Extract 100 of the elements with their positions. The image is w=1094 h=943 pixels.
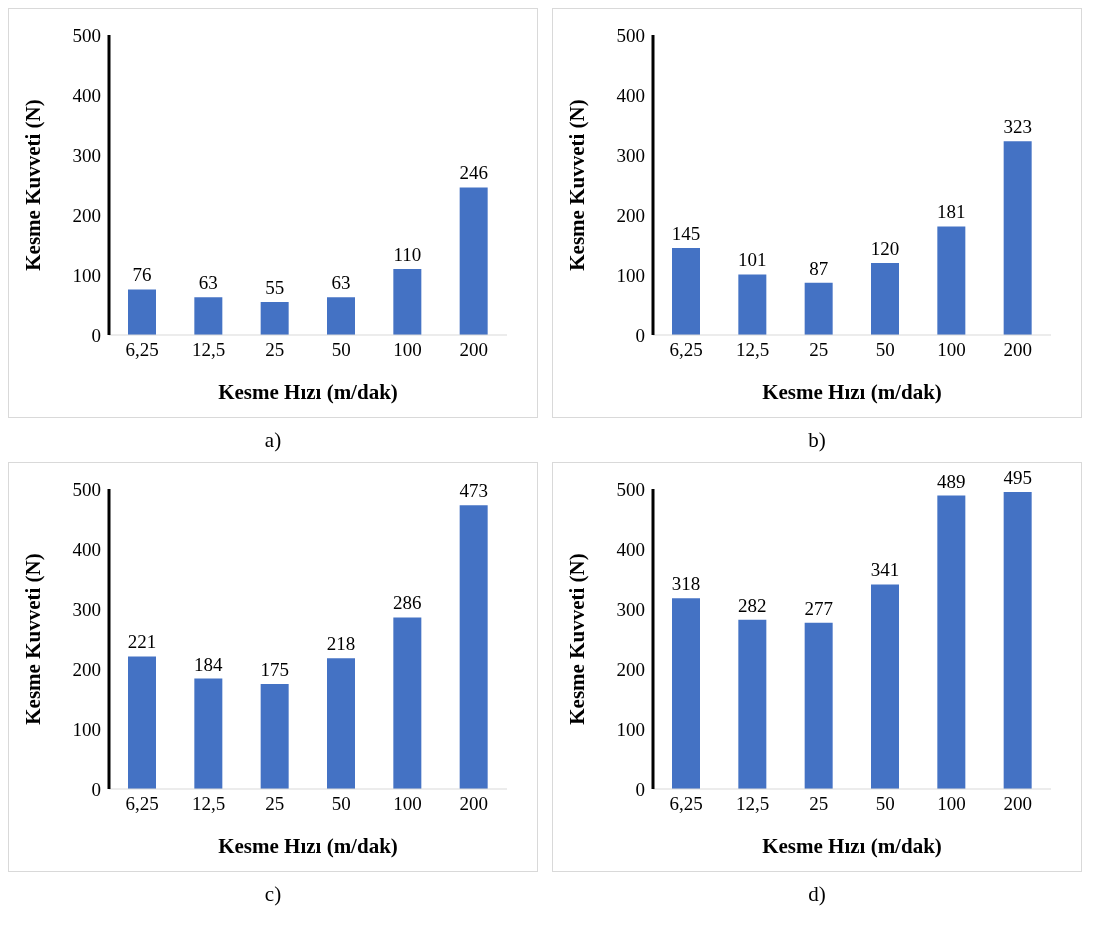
y-tick-label: 0 — [635, 778, 645, 800]
bar — [327, 658, 355, 789]
bar — [260, 684, 289, 789]
y-tick-label: 500 — [616, 478, 645, 500]
data-label: 55 — [265, 277, 285, 298]
data-label: 63 — [198, 272, 218, 294]
x-tick-label: 100 — [393, 793, 422, 815]
y-axis-title: Kesme Kuvveti (N) — [565, 553, 590, 725]
x-tick-label: 25 — [809, 793, 829, 815]
y-tick-label: 400 — [72, 538, 101, 560]
data-label: 318 — [671, 573, 701, 595]
data-label: 145 — [671, 223, 701, 244]
y-tick-label: 300 — [72, 144, 101, 166]
data-label: 184 — [194, 653, 224, 675]
y-axis-title: Kesme Kuvveti (N) — [21, 553, 46, 725]
data-label: 282 — [738, 594, 767, 616]
bar — [672, 248, 700, 335]
bar — [128, 656, 156, 789]
data-label: 473 — [459, 480, 488, 502]
y-tick-label: 100 — [616, 264, 645, 286]
x-tick-label: 25 — [265, 793, 285, 815]
bar — [738, 274, 767, 335]
bar — [1003, 492, 1032, 789]
y-tick-label: 200 — [72, 204, 101, 226]
x-tick-label: 12,5 — [191, 339, 226, 361]
x-tick-label: 200 — [459, 339, 489, 361]
data-label: 221 — [127, 631, 157, 653]
x-tick-label: 200 — [1003, 793, 1033, 815]
data-label: 246 — [459, 162, 488, 184]
x-tick-label: 12,5 — [735, 339, 770, 361]
x-axis-title: Kesme Hızı (m/dak) — [762, 834, 942, 858]
y-tick-label: 200 — [616, 658, 645, 680]
data-label: 76 — [132, 264, 152, 286]
y-axis-title: Kesme Kuvveti (N) — [565, 99, 590, 271]
bar — [871, 263, 899, 335]
data-label: 489 — [937, 470, 966, 492]
data-label: 277 — [804, 597, 833, 619]
y-tick-label: 0 — [91, 778, 101, 800]
y-tick-label: 100 — [72, 718, 101, 740]
data-label: 286 — [393, 592, 422, 614]
text: c) — [263, 882, 283, 908]
y-tick-label: 200 — [72, 658, 101, 680]
x-tick-label: 100 — [393, 339, 422, 361]
x-tick-label: 25 — [265, 339, 285, 361]
bar — [937, 226, 966, 335]
x-tick-label: 6,25 — [669, 339, 703, 361]
y-tick-label: 500 — [72, 478, 101, 500]
x-tick-label: 100 — [937, 339, 966, 361]
text: d) — [807, 882, 827, 908]
x-tick-label: 200 — [459, 793, 489, 815]
y-tick-label: 500 — [616, 24, 645, 46]
bar — [128, 289, 156, 335]
data-label: 87 — [809, 257, 829, 279]
x-tick-label: 200 — [1003, 339, 1033, 361]
x-tick-label: 6,25 — [669, 793, 703, 815]
y-tick-label: 300 — [616, 598, 645, 620]
bar — [804, 282, 833, 335]
y-tick-label: 100 — [616, 718, 645, 740]
bar — [1003, 141, 1032, 335]
data-label: 175 — [260, 659, 289, 680]
text: b) — [807, 428, 827, 454]
bar — [672, 598, 700, 789]
y-tick-label: 0 — [635, 324, 645, 346]
bar — [804, 622, 833, 789]
data-label: 120 — [870, 238, 900, 259]
x-tick-label: 6,25 — [125, 339, 159, 361]
x-tick-label: 50 — [331, 339, 351, 361]
data-label: 323 — [1003, 116, 1032, 138]
data-label: 341 — [870, 559, 900, 581]
data-label: 63 — [331, 272, 351, 294]
y-tick-label: 200 — [616, 204, 645, 226]
data-label: 110 — [393, 244, 422, 265]
bar — [871, 584, 899, 789]
x-tick-label: 50 — [331, 793, 351, 815]
y-axis-title: Kesme Kuvveti (N) — [21, 99, 46, 271]
bar — [194, 678, 223, 789]
data-label: 495 — [1003, 467, 1032, 488]
x-tick-label: 50 — [875, 339, 895, 361]
bar — [260, 302, 289, 335]
x-axis-title: Kesme Hızı (m/dak) — [218, 380, 398, 404]
x-tick-label: 50 — [875, 793, 895, 815]
x-tick-label: 12,5 — [191, 793, 226, 815]
y-tick-label: 300 — [616, 144, 645, 166]
y-tick-label: 0 — [91, 324, 101, 346]
y-tick-label: 300 — [72, 598, 101, 620]
y-tick-label: 400 — [616, 84, 645, 106]
x-axis-title: Kesme Hızı (m/dak) — [218, 834, 398, 858]
y-tick-label: 500 — [72, 24, 101, 46]
y-tick-label: 400 — [72, 84, 101, 106]
x-tick-label: 6,25 — [125, 793, 159, 815]
bar — [459, 187, 488, 335]
y-tick-label: 400 — [616, 538, 645, 560]
bar — [327, 297, 355, 335]
data-label: 181 — [937, 201, 966, 223]
text: a) — [263, 428, 283, 454]
data-label: 218 — [326, 633, 356, 655]
x-axis-title: Kesme Hızı (m/dak) — [762, 380, 942, 404]
bar — [738, 619, 767, 789]
y-tick-label: 100 — [72, 264, 101, 286]
x-tick-label: 100 — [937, 793, 966, 815]
